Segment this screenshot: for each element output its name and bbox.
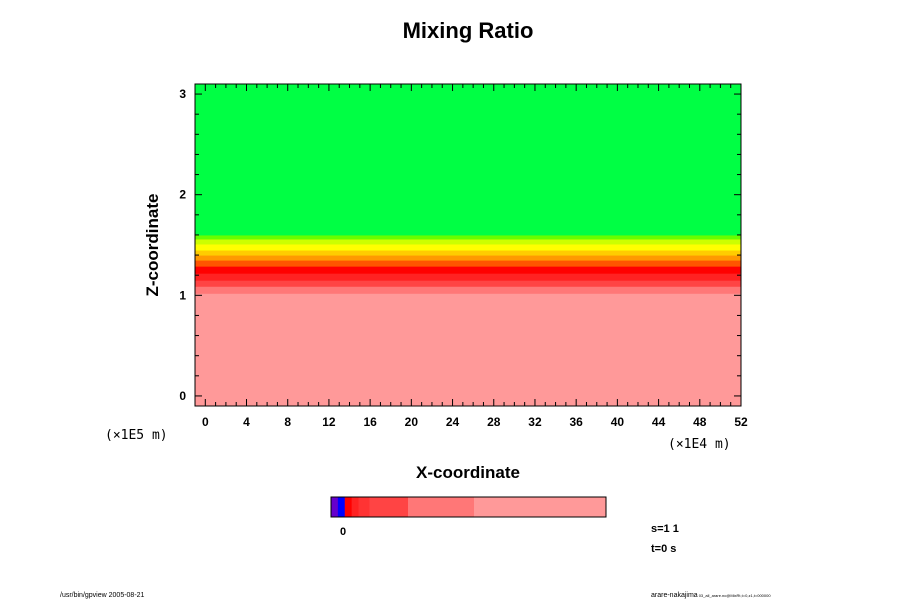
field-band-bg — [195, 293, 741, 407]
field-band-y3 — [195, 234, 741, 240]
field-band-l2 — [195, 266, 741, 274]
field-band-top — [195, 84, 741, 236]
colorbar-tick-label: 0 — [340, 526, 346, 538]
x-tick-label: 36 — [569, 415, 583, 429]
colorbar-segment-3 — [351, 497, 359, 517]
chart-title: Mixing Ratio — [403, 18, 534, 43]
colorbar-segment-2 — [344, 497, 353, 517]
colorbar-segment-1 — [337, 497, 346, 517]
x-tick-label: 28 — [487, 415, 501, 429]
colorbar-segment-4 — [358, 497, 370, 517]
y-tick-label: 3 — [179, 87, 186, 101]
field-bands — [195, 84, 741, 407]
y-tick-label: 1 — [179, 288, 186, 302]
footer-right-small: 03_all_arare.nc@MixRt,t=0,z1,t=000000 — [699, 593, 772, 598]
colorbar-frame — [330, 496, 607, 518]
footer-right: arare-nakajima03_all_arare.nc@MixRt,t=0,… — [651, 592, 771, 599]
x-tick-label: 20 — [405, 415, 419, 429]
field-band-o3 — [195, 250, 741, 256]
field-band-l3 — [195, 273, 741, 281]
x-tick-label: 52 — [734, 415, 748, 429]
x-tick-label: 4 — [243, 415, 250, 429]
field-band-y2 — [195, 238, 741, 245]
colorbar-segment-6 — [408, 497, 475, 517]
axis-ticks — [195, 84, 742, 406]
x-tick-label: 48 — [693, 415, 707, 429]
field-band-y1 — [195, 243, 741, 251]
y-axis-label: Z-coordinate — [143, 194, 162, 297]
colorbar-segment-7 — [474, 497, 607, 517]
colorbar-segment-0 — [331, 497, 339, 517]
footer-left: /usr/bin/gpview 2005-08-21 — [60, 592, 145, 599]
x-tick-label: 16 — [363, 415, 377, 429]
field-band-o1 — [195, 260, 741, 267]
time-info: t=0 s — [651, 543, 676, 555]
field-band-l4 — [195, 280, 741, 287]
y-tick-label: 0 — [179, 389, 186, 403]
x-tick-label: 44 — [652, 415, 666, 429]
x-tick-label: 40 — [611, 415, 625, 429]
x-tick-label: 32 — [528, 415, 542, 429]
plot-frame — [194, 83, 742, 407]
scale-info: s=1 1 — [651, 523, 679, 535]
x-scale-label: (×1E4 m) — [668, 437, 731, 452]
x-axis-label: X-coordinate — [416, 463, 520, 482]
y-tick-label: 2 — [179, 188, 186, 202]
x-tick-label: 8 — [284, 415, 291, 429]
field-band-l5 — [195, 286, 741, 294]
x-tick-label: 0 — [202, 415, 209, 429]
colorbar-segment-5 — [369, 497, 409, 517]
footer-right-main: arare-nakajima — [651, 592, 698, 599]
y-scale-label: (×1E5 m) — [105, 428, 168, 443]
x-tick-label: 24 — [446, 415, 460, 429]
x-tick-label: 12 — [322, 415, 336, 429]
colorbar — [331, 497, 607, 517]
field-band-o2 — [195, 255, 741, 261]
